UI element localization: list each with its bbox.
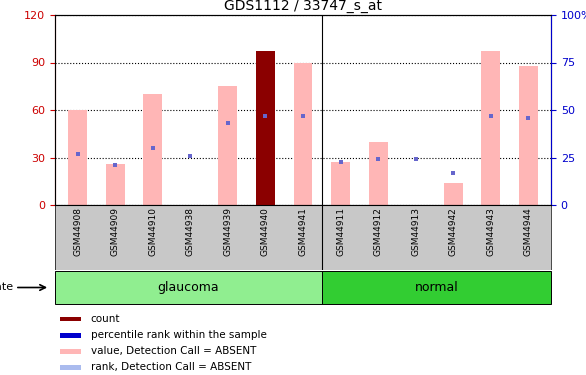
Text: normal: normal [415, 281, 458, 294]
Bar [331, 162, 350, 205]
Bar [519, 66, 538, 205]
Text: percentile rank within the sample: percentile rank within the sample [91, 330, 267, 340]
Text: GSM44912: GSM44912 [374, 207, 383, 256]
Text: disease state: disease state [0, 282, 13, 292]
Bar [444, 183, 463, 205]
Text: GSM44911: GSM44911 [336, 207, 345, 256]
Text: GSM44938: GSM44938 [186, 207, 195, 256]
Text: GSM44944: GSM44944 [524, 207, 533, 256]
Bar [369, 142, 387, 205]
Bar [144, 94, 162, 205]
Text: value, Detection Call = ABSENT: value, Detection Call = ABSENT [91, 346, 256, 356]
Text: GSM44940: GSM44940 [261, 207, 270, 256]
Bar [60, 365, 81, 370]
Bar [256, 51, 275, 205]
Text: GSM44939: GSM44939 [223, 207, 232, 256]
Bar [60, 316, 81, 321]
Text: GSM44909: GSM44909 [111, 207, 120, 256]
Text: GSM44941: GSM44941 [298, 207, 308, 256]
Text: GSM44908: GSM44908 [73, 207, 82, 256]
Text: GSM44910: GSM44910 [148, 207, 157, 256]
Bar [60, 349, 81, 354]
Text: GSM44943: GSM44943 [486, 207, 495, 256]
Title: GDS1112 / 33747_s_at: GDS1112 / 33747_s_at [224, 0, 382, 13]
Bar [60, 333, 81, 338]
Bar [68, 110, 87, 205]
Text: count: count [91, 314, 120, 324]
Text: rank, Detection Call = ABSENT: rank, Detection Call = ABSENT [91, 362, 251, 372]
Bar [482, 51, 500, 205]
Text: GSM44913: GSM44913 [411, 207, 420, 256]
Bar [219, 86, 237, 205]
Bar [55, 271, 322, 304]
Bar [322, 271, 551, 304]
Bar [294, 63, 312, 205]
Text: GSM44942: GSM44942 [449, 207, 458, 256]
Text: glaucoma: glaucoma [158, 281, 219, 294]
Bar [105, 164, 124, 205]
